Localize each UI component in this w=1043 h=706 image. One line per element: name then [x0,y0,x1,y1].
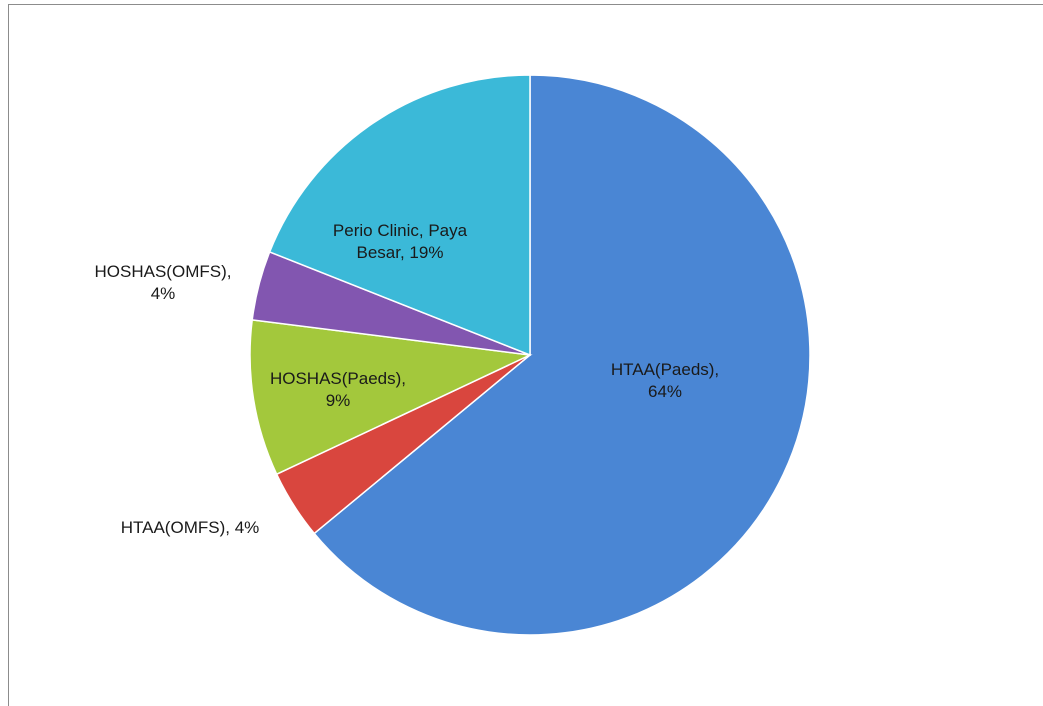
data-label: HOSHAS(OMFS), 4% [94,262,232,303]
pie-slice [313,74,811,636]
data-label: HTAA(Paeds), 64% [610,360,720,401]
data-label: HTAA(OMFS), 4% [120,518,260,537]
pie-slice [249,319,533,476]
data-label: HOSHAS(Paeds), 9% [269,369,407,410]
chart-frame [8,4,1043,706]
data-label: Perio Clinic, Paya Besar, 19% [332,221,468,262]
pie-slice [268,74,531,357]
